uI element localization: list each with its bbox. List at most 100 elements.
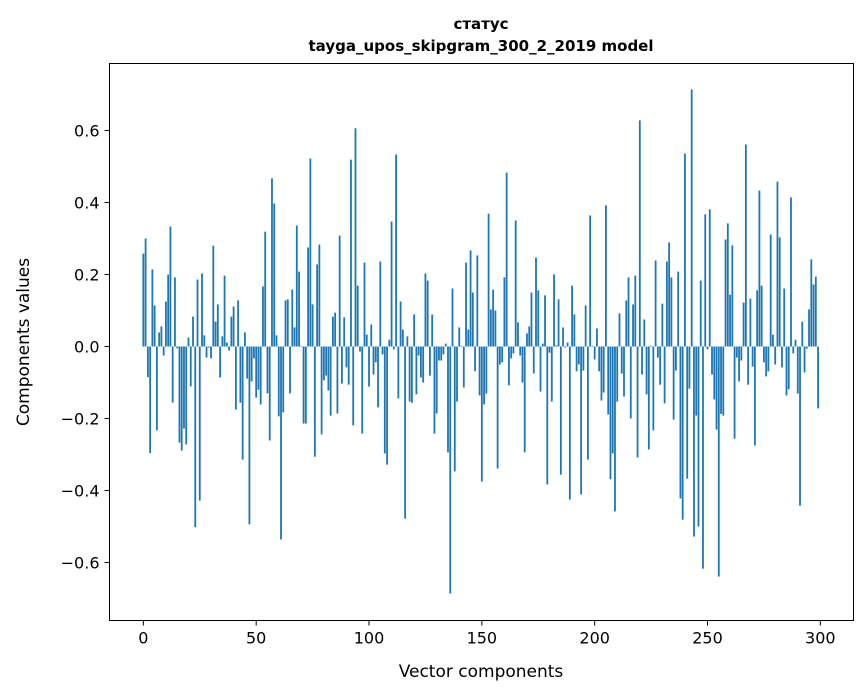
bar-119 bbox=[410, 346, 413, 403]
bar-233 bbox=[668, 242, 671, 347]
bar-45 bbox=[243, 332, 246, 347]
bar-104 bbox=[377, 346, 379, 408]
bar-53 bbox=[262, 286, 264, 347]
bar-281 bbox=[776, 181, 779, 347]
bar-11 bbox=[167, 274, 170, 347]
bar-114 bbox=[399, 301, 402, 347]
bar-36 bbox=[223, 275, 226, 347]
bar-228 bbox=[656, 346, 659, 358]
bar-179 bbox=[546, 346, 549, 485]
bar-283 bbox=[781, 346, 783, 368]
bar-27 bbox=[203, 335, 206, 347]
bar-224 bbox=[647, 346, 650, 450]
bar-247 bbox=[699, 280, 702, 347]
bar-84 bbox=[332, 316, 334, 347]
bar-26 bbox=[201, 273, 203, 347]
bar-258 bbox=[724, 239, 727, 347]
bar-1 bbox=[144, 238, 147, 347]
bar-202 bbox=[598, 346, 601, 372]
bar-288 bbox=[792, 346, 795, 354]
bar-244 bbox=[693, 346, 695, 537]
bar-86 bbox=[336, 346, 339, 414]
bar-270 bbox=[751, 346, 754, 367]
bar-31 bbox=[212, 245, 215, 347]
x-tick-label: 150 bbox=[467, 629, 498, 648]
bar-285 bbox=[785, 346, 788, 396]
bar-298 bbox=[814, 276, 817, 347]
bar-58 bbox=[273, 203, 276, 347]
bar-40 bbox=[232, 306, 235, 347]
bar-121 bbox=[415, 346, 418, 395]
x-tick-label: 200 bbox=[579, 629, 610, 648]
bar-70 bbox=[300, 345, 303, 347]
bar-205 bbox=[605, 205, 607, 347]
bar-153 bbox=[487, 213, 490, 347]
bar-75 bbox=[311, 304, 314, 347]
bar-275 bbox=[763, 346, 765, 363]
bar-49 bbox=[253, 346, 255, 359]
bar-52 bbox=[259, 346, 262, 405]
y-axis-label: Components values bbox=[14, 258, 34, 426]
bar-29 bbox=[207, 346, 210, 348]
bar-227 bbox=[654, 260, 657, 347]
bar-193 bbox=[577, 346, 580, 365]
bar-99 bbox=[365, 334, 368, 347]
bar-287 bbox=[790, 197, 792, 347]
bar-289 bbox=[794, 339, 797, 347]
bar-290 bbox=[796, 346, 799, 394]
y-tick-label: 0.2 bbox=[74, 265, 99, 284]
bar-175 bbox=[537, 290, 540, 347]
bar-91 bbox=[347, 346, 350, 385]
bar-96 bbox=[359, 346, 361, 352]
bar-24 bbox=[196, 279, 199, 347]
bar-39 bbox=[230, 316, 233, 347]
bar-106 bbox=[381, 346, 384, 355]
bar-81 bbox=[325, 346, 328, 376]
bar-0 bbox=[142, 253, 145, 347]
bar-110 bbox=[390, 221, 393, 347]
bar-46 bbox=[246, 346, 249, 379]
bar-113 bbox=[397, 346, 400, 399]
bar-71 bbox=[302, 346, 305, 424]
bar-216 bbox=[629, 346, 632, 419]
bar-195 bbox=[582, 346, 585, 371]
bar-9 bbox=[162, 346, 165, 356]
bar-265 bbox=[740, 346, 743, 361]
bar-214 bbox=[625, 300, 628, 347]
bar-203 bbox=[600, 346, 603, 401]
bar-62 bbox=[282, 346, 285, 413]
bar-7 bbox=[158, 332, 161, 347]
bar-197 bbox=[586, 346, 589, 460]
bar-217 bbox=[632, 304, 634, 347]
x-tick-label: 250 bbox=[692, 629, 723, 648]
bar-249 bbox=[704, 214, 707, 347]
bar-263 bbox=[735, 346, 738, 358]
bar-13 bbox=[171, 346, 174, 403]
bar-237 bbox=[677, 271, 680, 347]
bar-299 bbox=[817, 346, 819, 409]
bar-154 bbox=[489, 309, 492, 347]
bar-250 bbox=[706, 346, 709, 350]
bar-108 bbox=[386, 346, 388, 465]
bar-274 bbox=[760, 285, 763, 347]
bar-185 bbox=[559, 346, 562, 475]
bar-50 bbox=[255, 346, 258, 398]
ticks-group: 0 50 100 150 200 250 300 −0.6 −0.4 −0.2 0.0 0.2 0.4 0… bbox=[61, 121, 836, 647]
bar-192 bbox=[575, 346, 578, 372]
bar-210 bbox=[616, 346, 619, 402]
bar-169 bbox=[523, 346, 526, 453]
bar-222 bbox=[643, 319, 646, 347]
bar-236 bbox=[675, 346, 677, 371]
bar-125 bbox=[424, 273, 427, 347]
bar-137 bbox=[451, 288, 454, 347]
bar-173 bbox=[532, 346, 535, 374]
bar-254 bbox=[715, 346, 718, 430]
bar-177 bbox=[541, 343, 544, 347]
bar-207 bbox=[609, 346, 612, 480]
bar-198 bbox=[589, 215, 592, 347]
bar-90 bbox=[345, 346, 348, 368]
bar-131 bbox=[438, 346, 440, 361]
bar-269 bbox=[749, 298, 752, 347]
bar-78 bbox=[318, 244, 321, 347]
bar-69 bbox=[298, 271, 300, 347]
